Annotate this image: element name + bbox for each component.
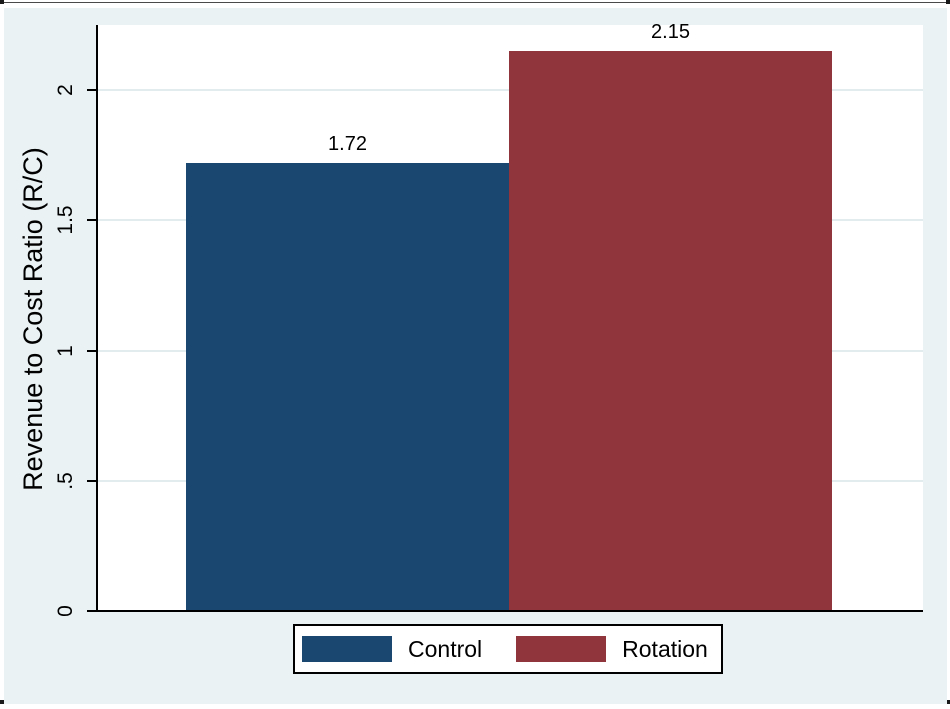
frame-top-line	[0, 2, 950, 3]
y-tick-label-.5: .5	[54, 472, 77, 490]
bar-rotation	[509, 51, 832, 611]
legend: Control Rotation	[293, 624, 723, 674]
frame-corner-dot-bottom-left	[0, 700, 4, 704]
y-tick-1	[87, 350, 97, 352]
bar-value-label-rotation: 2.15	[651, 21, 690, 43]
legend-label-control: Control	[408, 636, 483, 662]
bar-control	[186, 163, 509, 611]
legend-entry-control: Control	[302, 636, 482, 662]
frame-corner-dot-top-left	[0, 0, 4, 4]
frame-corner-dot-top-right	[946, 0, 950, 4]
y-tick-.5	[87, 480, 97, 482]
y-axis-title: Revenue to Cost Ratio (R/C)	[18, 147, 48, 491]
y-tick-label-2: 2	[54, 84, 77, 96]
y-axis-line	[96, 25, 98, 612]
y-tick-label-1.5: 1.5	[54, 205, 77, 235]
legend-swatch-control	[302, 636, 392, 662]
legend-entry-rotation: Rotation	[516, 636, 708, 662]
frame-corner-dot-bottom-right	[946, 700, 950, 704]
bar-value-label-control: 1.72	[328, 133, 367, 155]
legend-swatch-rotation	[516, 636, 607, 662]
x-axis-line	[87, 610, 923, 612]
legend-label-rotation: Rotation	[622, 636, 708, 662]
y-tick-1.5	[87, 219, 97, 221]
y-tick-2	[87, 89, 97, 91]
y-tick-label-0: 0	[54, 605, 77, 617]
y-tick-0	[87, 610, 97, 612]
y-tick-label-1: 1	[54, 345, 77, 357]
